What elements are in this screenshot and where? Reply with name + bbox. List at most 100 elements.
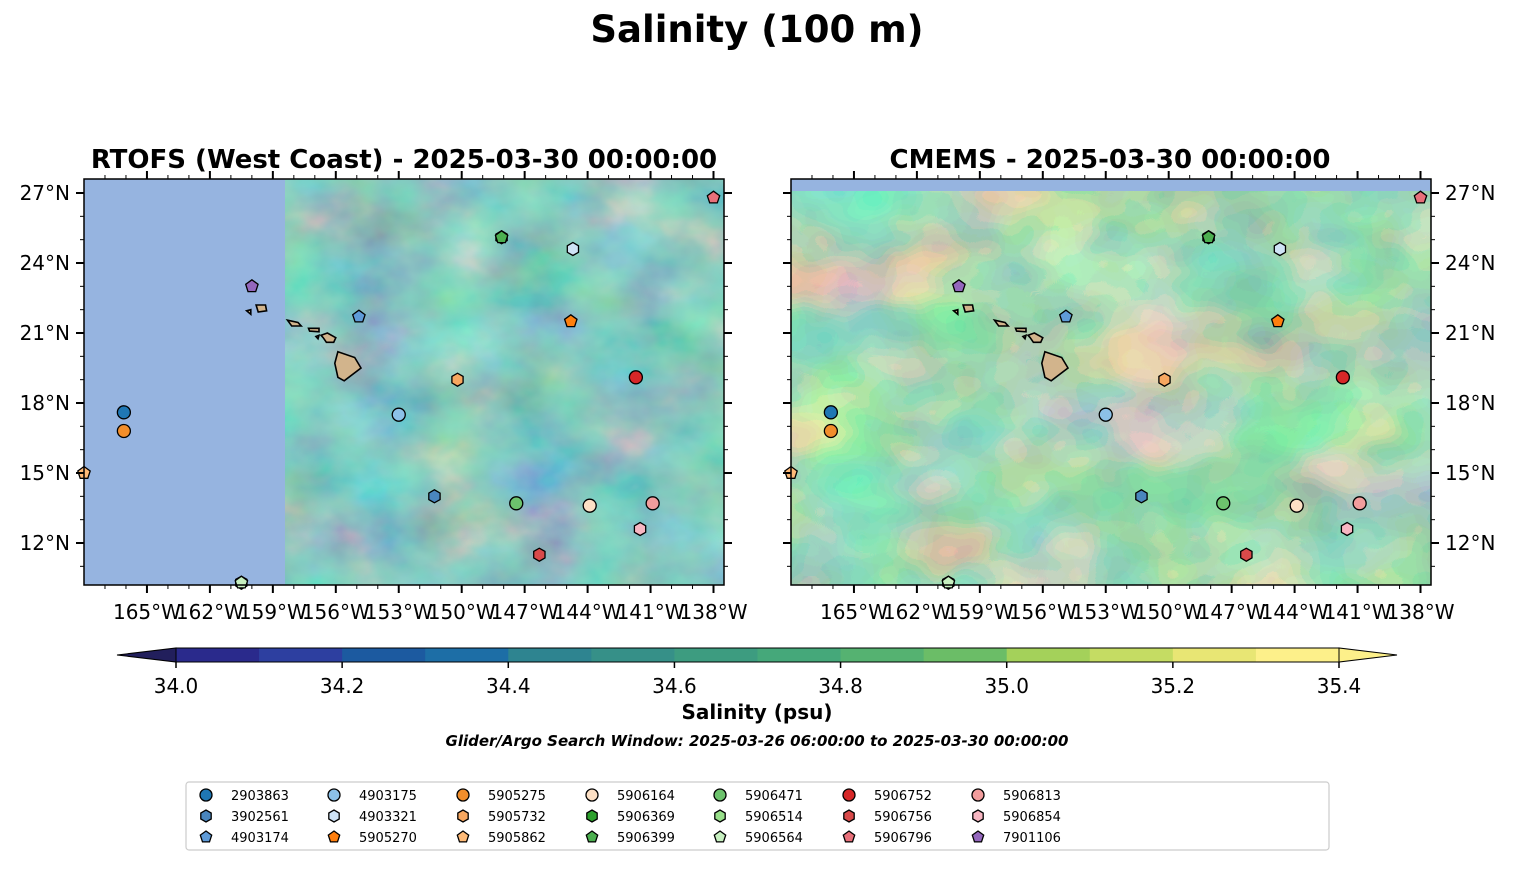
cmems-ytick-label: 18°N — [1445, 391, 1495, 415]
cmems-ytick-label: 15°N — [1445, 461, 1495, 485]
cmems-xtick-label: 156°W — [1009, 600, 1077, 624]
rtofs-float-4903174 — [351, 309, 366, 323]
rtofs-float-5906796 — [706, 190, 721, 204]
legend-label-5906369: 5906369 — [617, 810, 675, 825]
rtofs-float-5906854 — [633, 521, 647, 537]
legend-marker-5906514 — [714, 809, 726, 823]
legend-marker-5906369 — [586, 809, 598, 823]
rtofs-ytick-label: 12°N — [20, 531, 70, 555]
cmems-salinity-field — [791, 191, 1431, 585]
rtofs-xtick-label: 159°W — [239, 600, 307, 624]
rtofs-island-5 — [244, 308, 252, 317]
cmems-island-5 — [951, 308, 959, 317]
legend-label-5906796: 5906796 — [874, 831, 932, 846]
cmems-xtick-label: 150°W — [1135, 600, 1203, 624]
cmems-island-6 — [1021, 333, 1028, 341]
colorbar-segment — [757, 648, 842, 662]
legend-label-5905732: 5905732 — [488, 810, 546, 825]
legend-label-5906756: 5906756 — [874, 810, 932, 825]
legend-label-5906813: 5906813 — [1003, 789, 1061, 804]
legend-marker-5906813 — [971, 788, 985, 802]
colorbar-tick-label: 34.0 — [154, 674, 199, 698]
cmems-float-5906854 — [1340, 521, 1354, 537]
rtofs-island-3 — [285, 318, 304, 327]
legend-marker-5906752 — [842, 788, 856, 802]
rtofs-map-panel: RTOFS (West Coast) - 2025-03-30 00:00:00… — [20, 145, 748, 624]
legend-label-5906752: 5906752 — [874, 789, 932, 804]
legend-label-5905862: 5905862 — [488, 831, 546, 846]
colorbar-tick-label: 34.6 — [652, 674, 697, 698]
legend-label-2903863: 2903863 — [231, 789, 289, 804]
colorbar-segment — [1255, 648, 1340, 662]
cmems-axis-ticks: 165°W162°W159°W156°W153°W150°W147°W144°W… — [783, 171, 1495, 624]
colorbar-ticks: 34.0 34.2 34.4 34.6 34.8 35.0 35.2 35.4 — [154, 662, 1362, 698]
legend-marker-5906164 — [585, 788, 599, 802]
rtofs-xtick-label: 147°W — [491, 600, 559, 624]
cmems-island-0 — [1040, 350, 1070, 382]
colorbar-segment — [342, 648, 426, 662]
colorbar-tick-label: 35.2 — [1151, 674, 1196, 698]
cmems-float-5906752 — [1335, 370, 1351, 385]
rtofs-xtick-label: 141°W — [617, 600, 685, 624]
colorbar-label: Salinity (psu) — [681, 700, 832, 724]
legend-label-5906564: 5906564 — [745, 831, 803, 846]
legend-marker-5905732 — [457, 809, 469, 823]
rtofs-island-1 — [319, 332, 337, 344]
colorbar-tick-label: 34.2 — [320, 674, 365, 698]
rtofs-xtick-label: 144°W — [554, 600, 622, 624]
rtofs-ytick-label: 21°N — [20, 321, 70, 345]
cmems-float-5905275 — [823, 423, 839, 439]
colorbar-segment — [1172, 648, 1257, 662]
cmems-ytick-label: 27°N — [1445, 181, 1495, 205]
rtofs-float-5906813 — [645, 496, 660, 511]
colorbar-frame — [175, 647, 1340, 663]
colorbar-segment — [591, 648, 675, 662]
rtofs-ytick-label: 24°N — [20, 251, 70, 275]
colorbar: 34.0 34.2 34.4 34.6 34.8 35.0 35.2 35.4 Salinit… — [116, 647, 1398, 724]
colorbar-extend-min — [116, 647, 177, 663]
rtofs-ytick-label: 27°N — [20, 181, 70, 205]
colorbar-tick-label: 35.4 — [1317, 674, 1362, 698]
cmems-float-4903175 — [1098, 407, 1113, 422]
colorbar-segment — [923, 648, 1008, 662]
rtofs-float-7901106 — [244, 278, 259, 293]
cmems-panel-title: CMEMS - 2025-03-30 00:00:00 — [890, 145, 1331, 175]
legend-marker-5906471 — [713, 788, 727, 802]
rtofs-xtick-label: 162°W — [176, 600, 244, 624]
colorbar-segment — [674, 648, 758, 662]
rtofs-ytick-label: 15°N — [20, 461, 70, 485]
cmems-xtick-label: 165°W — [820, 600, 888, 624]
legend-marker-5905275 — [456, 788, 470, 802]
cmems-float-5906796 — [1413, 190, 1428, 204]
rtofs-float-5906471 — [509, 496, 524, 511]
colorbar-tick-label: 34.4 — [486, 674, 531, 698]
legend-marker-5906756 — [843, 809, 855, 823]
legend-marker-4903174 — [199, 830, 213, 843]
figure-title: Salinity (100 m) — [590, 8, 923, 51]
rtofs-xtick-label: 165°W — [113, 600, 181, 624]
cmems-island-1 — [1026, 332, 1044, 344]
legend-frame — [185, 781, 1330, 851]
legend-marker-5905862 — [456, 830, 470, 843]
cmems-island-3 — [992, 318, 1011, 327]
colorbar-segment — [425, 648, 509, 662]
float-legend: 2903863 3902561 4903174 4903175 4903321 59052… — [185, 781, 1330, 851]
legend-marker-5906399 — [585, 830, 599, 843]
rtofs-xtick-label: 153°W — [365, 600, 433, 624]
legend-marker-3902561 — [200, 809, 212, 823]
colorbar-segment — [840, 648, 925, 662]
cmems-float-5905270 — [1270, 313, 1285, 328]
legend-label-4903174: 4903174 — [231, 831, 289, 846]
legend-marker-4903175 — [327, 788, 341, 802]
legend-label-4903175: 4903175 — [359, 789, 417, 804]
legend-marker-5905270 — [327, 830, 341, 843]
cmems-xtick-label: 138°W — [1387, 600, 1455, 624]
rtofs-island-2 — [307, 327, 320, 333]
colorbar-segment — [259, 648, 343, 662]
legend-label-5905270: 5905270 — [359, 831, 417, 846]
colorbar-segment — [1006, 648, 1091, 662]
rtofs-float-5905275 — [116, 423, 132, 439]
cmems-xtick-label: 162°W — [883, 600, 951, 624]
cmems-xtick-label: 147°W — [1198, 600, 1266, 624]
